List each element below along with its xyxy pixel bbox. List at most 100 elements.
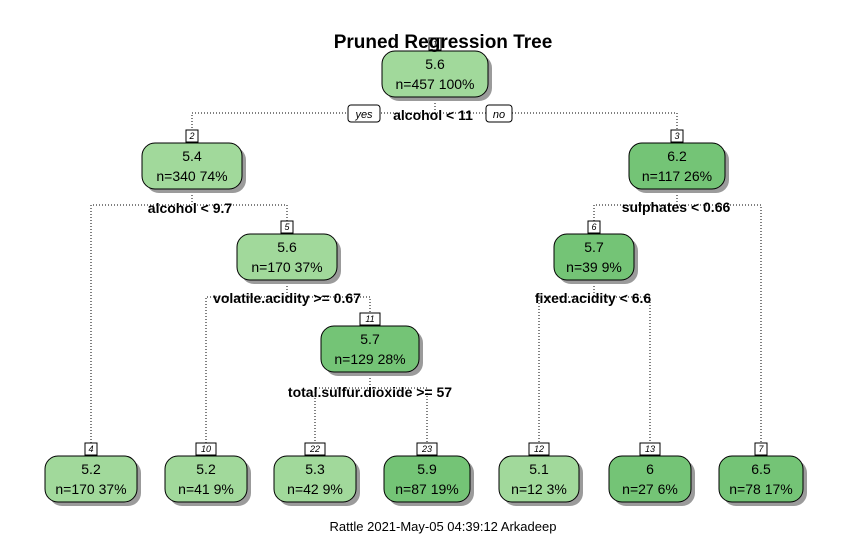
node-stats: n=78 17% <box>729 481 792 497</box>
node-box <box>383 455 471 503</box>
node-stats: n=41 9% <box>178 481 234 497</box>
node-stats: n=42 9% <box>287 481 343 497</box>
edge-6-to-13 <box>593 280 651 456</box>
split-label-3: sulphates < 0.66 <box>622 199 731 215</box>
tree-node-13: 6 n=27 6% 13 <box>608 442 695 506</box>
node-id-tag <box>416 442 438 456</box>
edge-1-to-3 <box>434 97 678 143</box>
node-id-tag <box>587 220 601 234</box>
edge-1-to-2 <box>191 97 436 143</box>
nodes-layer: 5.6 n=457 100% 1 5.4 n=340 74% 2 6.2 n=117 26% 3… <box>44 37 807 506</box>
tree-node-10: 5.2 n=41 9% 10 <box>164 442 251 506</box>
node-box <box>141 142 243 190</box>
node-value: 5.2 <box>196 461 216 477</box>
node-id-tag <box>754 442 768 456</box>
node-id-label: 6 <box>591 222 596 232</box>
tree-node-6: 5.7 n=39 9% 6 <box>553 220 638 284</box>
node-id-tag <box>670 129 684 143</box>
edge-5-to-10 <box>205 280 288 456</box>
node-id-label: 23 <box>421 444 432 454</box>
node-id-tag <box>304 442 326 456</box>
node-id-label: 2 <box>188 131 194 141</box>
node-id-label: 13 <box>645 444 655 454</box>
node-id-tag <box>84 442 98 456</box>
edge-3-to-7 <box>676 189 762 456</box>
branch-labels-layer: yes no <box>347 104 513 123</box>
node-value: 5.2 <box>81 461 101 477</box>
node-stats: n=340 74% <box>156 168 227 184</box>
node-value: 6 <box>646 461 654 477</box>
node-box <box>608 455 692 503</box>
node-stats: n=27 6% <box>622 481 678 497</box>
tree-node-11: 5.7 n=129 28% 11 <box>320 312 423 376</box>
edge-5-to-11 <box>286 280 371 326</box>
node-value: 5.1 <box>529 461 549 477</box>
tree-node-1: 5.6 n=457 100% 1 <box>381 37 492 101</box>
split-label-11: total.sulfur.dioxide >= 57 <box>288 384 452 400</box>
node-id-label: 7 <box>758 444 764 454</box>
node-value: 6.5 <box>751 461 771 477</box>
node-stats: n=170 37% <box>251 259 322 275</box>
split-label-6: fixed.acidity < 6.6 <box>535 290 652 306</box>
split-label-2: alcohol < 9.7 <box>148 200 233 216</box>
edge-2-to-4 <box>90 189 193 456</box>
branch-yes-label: yes <box>354 109 373 121</box>
tree-node-12: 5.1 n=12 3% 12 <box>498 442 583 506</box>
node-id-label: 22 <box>309 444 320 454</box>
node-box <box>320 325 420 373</box>
node-box <box>164 455 248 503</box>
tree-node-7: 6.5 n=78 17% 7 <box>718 442 807 506</box>
node-value: 5.9 <box>417 461 437 477</box>
node-box <box>553 233 635 281</box>
node-id-tag <box>195 442 217 456</box>
tree-node-5: 5.6 n=170 37% 5 <box>236 220 341 284</box>
node-id-label: 1 <box>432 39 437 49</box>
edge-2-to-5 <box>191 189 288 234</box>
node-value: 5.3 <box>305 461 325 477</box>
split-label-5: volatile.acidity >= 0.67 <box>213 290 361 306</box>
tree-node-23: 5.9 n=87 19% 23 <box>383 442 474 506</box>
node-id-label: 5 <box>284 222 290 232</box>
node-stats: n=170 37% <box>55 481 126 497</box>
node-id-label: 3 <box>674 131 679 141</box>
tree-node-4: 5.2 n=170 37% 4 <box>44 442 141 506</box>
split-labels-layer: alcohol < 11 alcohol < 9.7 sulphates < 0.6… <box>148 107 731 400</box>
node-id-tag <box>185 129 199 143</box>
branch-no-box <box>485 104 513 123</box>
edge-11-to-22 <box>314 372 371 456</box>
node-id-label: 11 <box>365 314 374 324</box>
node-id-tag <box>528 442 550 456</box>
edges-layer <box>90 97 762 456</box>
node-box <box>273 455 357 503</box>
node-value: 5.6 <box>277 239 297 255</box>
node-box <box>381 50 489 98</box>
node-id-tag <box>359 312 381 326</box>
node-box <box>628 142 726 190</box>
edge-6-to-12 <box>538 280 595 456</box>
node-stats: n=117 26% <box>642 168 712 184</box>
node-stats: n=87 19% <box>395 481 458 497</box>
split-label-1: alcohol < 11 <box>393 107 473 123</box>
node-stats: n=39 9% <box>566 259 622 275</box>
node-box <box>236 233 338 281</box>
node-value: 5.7 <box>584 239 604 255</box>
footer-caption: Rattle 2021-May-05 04:39:12 Arkadeep <box>330 519 557 534</box>
tree-node-2: 5.4 n=340 74% 2 <box>141 129 246 193</box>
node-value: 5.6 <box>425 56 445 72</box>
node-box <box>498 455 580 503</box>
node-id-tag <box>639 442 661 456</box>
node-id-label: 4 <box>88 444 93 454</box>
node-stats: n=457 100% <box>395 76 474 92</box>
node-value: 5.4 <box>182 148 202 164</box>
node-box <box>44 455 138 503</box>
node-value: 5.7 <box>360 331 380 347</box>
node-id-tag <box>428 37 442 51</box>
node-id-label: 12 <box>534 444 544 454</box>
branch-no-label: no <box>493 109 505 121</box>
node-id-label: 10 <box>201 444 211 454</box>
node-box <box>718 455 804 503</box>
node-value: 6.2 <box>667 148 687 164</box>
branch-yes-box <box>347 104 381 123</box>
node-stats: n=129 28% <box>334 351 405 367</box>
